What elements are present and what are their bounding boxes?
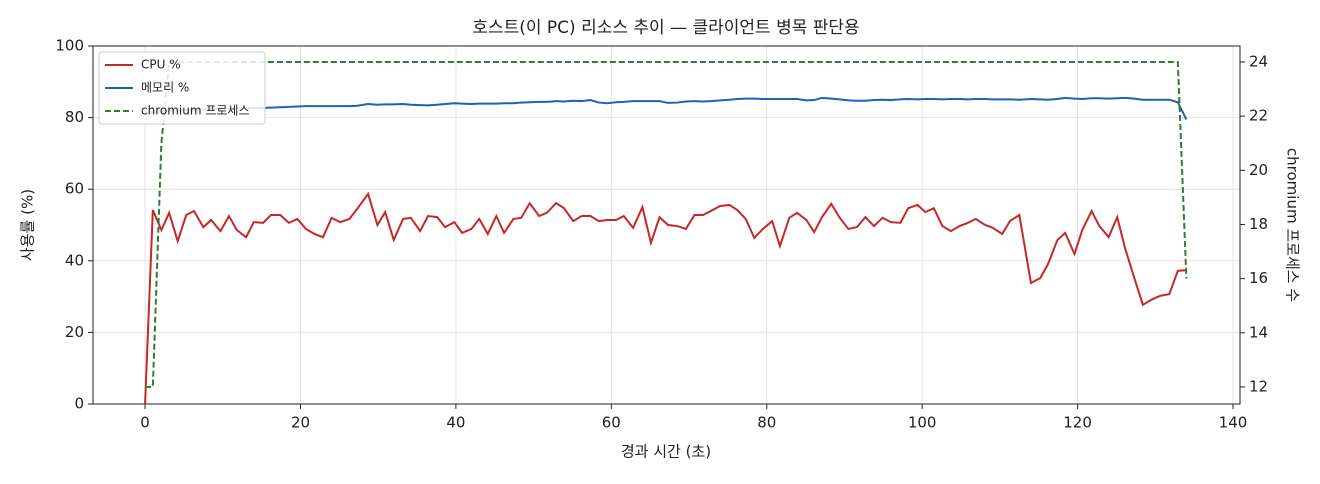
plot-frame — [92, 45, 1241, 405]
x-tick-label: 20 — [291, 414, 310, 432]
legend-label: 메모리 % — [141, 81, 189, 95]
y2-tick-label: 12 — [1249, 377, 1268, 395]
y-tick-label: 100 — [55, 37, 84, 55]
y2-axis-label: chromium 프로세스 수 — [1284, 148, 1302, 302]
legend-box — [98, 51, 266, 125]
legend-label: CPU % — [141, 58, 181, 72]
y-tick-label: 60 — [65, 180, 84, 198]
y-tick-label: 40 — [65, 251, 84, 269]
y-tick-label: 0 — [74, 395, 84, 413]
x-tick-label: 0 — [140, 414, 150, 432]
x-tick-label: 120 — [1063, 414, 1092, 432]
y2-tick-label: 16 — [1249, 269, 1268, 287]
x-tick-label: 40 — [446, 414, 465, 432]
y2-tick-label: 14 — [1249, 323, 1268, 341]
series-line — [145, 60, 1188, 388]
chart-title: 호스트(이 PC) 리소스 추이 — 클라이언트 병목 판단용 — [472, 18, 859, 38]
y2-tick-label: 20 — [1249, 161, 1268, 179]
legend-label: chromium 프로세스 — [141, 104, 250, 118]
x-tick-label: 140 — [1219, 414, 1248, 432]
series-line — [144, 191, 1187, 405]
y-axis-label: 사용률 (%) — [19, 189, 37, 261]
x-tick-label: 60 — [602, 414, 621, 432]
x-axis-label: 경과 시간 (초) — [621, 443, 711, 461]
y2-tick-label: 22 — [1249, 107, 1268, 125]
y-tick-label: 20 — [65, 323, 84, 341]
y2-tick-label: 18 — [1249, 215, 1268, 233]
y2-tick-label: 24 — [1249, 52, 1268, 70]
series-line — [144, 96, 1188, 120]
x-tick-label: 80 — [757, 414, 776, 432]
y-tick-label: 80 — [65, 108, 84, 126]
x-tick-label: 100 — [908, 414, 937, 432]
